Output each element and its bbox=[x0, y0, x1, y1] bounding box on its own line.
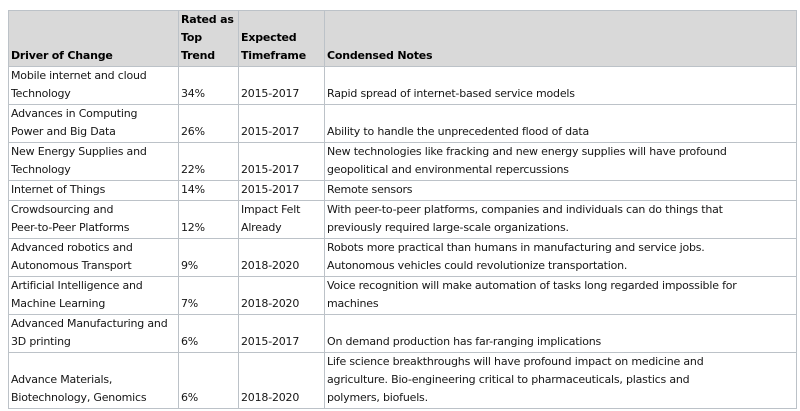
header-row: Driver of Change Rated as Top Trend Expe… bbox=[8, 10, 797, 67]
cell-driver: Advanced Manufacturing and 3D printing bbox=[8, 314, 179, 353]
table-row: New Energy Supplies and Technology 22% 2… bbox=[8, 142, 797, 181]
cell-notes: Life science breakthroughs will have pro… bbox=[324, 352, 797, 409]
cell-timeframe: 2015-2017 bbox=[238, 314, 325, 353]
table-row: Advance Materials, Biotechnology, Genomi… bbox=[8, 352, 797, 409]
table-row: Advanced robotics and Autonomous Transpo… bbox=[8, 238, 797, 277]
column-header-expected-timeframe: Expected Timeframe bbox=[238, 10, 325, 67]
table-row: Advanced Manufacturing and 3D printing 6… bbox=[8, 314, 797, 353]
cell-top-trend: 14% bbox=[178, 180, 239, 201]
cell-notes: Ability to handle the unprecedented floo… bbox=[324, 104, 797, 143]
cell-notes: New technologies like fracking and new e… bbox=[324, 142, 797, 181]
table-row: Mobile internet and cloud Technology 34%… bbox=[8, 66, 797, 105]
cell-top-trend: 26% bbox=[178, 104, 239, 143]
cell-top-trend: 6% bbox=[178, 352, 239, 409]
cell-timeframe: 2015-2017 bbox=[238, 180, 325, 201]
cell-timeframe: 2015-2017 bbox=[238, 66, 325, 105]
drivers-of-change-table: Driver of Change Rated as Top Trend Expe… bbox=[8, 10, 797, 409]
cell-timeframe: 2018-2020 bbox=[238, 352, 325, 409]
cell-driver: Advance Materials, Biotechnology, Genomi… bbox=[8, 352, 179, 409]
cell-timeframe: 2018-2020 bbox=[238, 276, 325, 315]
cell-notes: Voice recognition will make automation o… bbox=[324, 276, 797, 315]
cell-driver: Advances in Computing Power and Big Data bbox=[8, 104, 179, 143]
cell-notes: With peer-to-peer platforms, companies a… bbox=[324, 200, 797, 239]
cell-top-trend: 22% bbox=[178, 142, 239, 181]
table-row: Artificial Intelligence and Machine Lear… bbox=[8, 276, 797, 315]
cell-notes: On demand production has far-ranging imp… bbox=[324, 314, 797, 353]
cell-driver: Internet of Things bbox=[8, 180, 179, 201]
table-row: Internet of Things 14% 2015-2017 Remote … bbox=[8, 180, 797, 201]
cell-top-trend: 12% bbox=[178, 200, 239, 239]
cell-driver: Mobile internet and cloud Technology bbox=[8, 66, 179, 105]
cell-timeframe: 2018-2020 bbox=[238, 238, 325, 277]
table-row: Advances in Computing Power and Big Data… bbox=[8, 104, 797, 143]
cell-driver: Advanced robotics and Autonomous Transpo… bbox=[8, 238, 179, 277]
cell-top-trend: 9% bbox=[178, 238, 239, 277]
cell-notes: Remote sensors bbox=[324, 180, 797, 201]
cell-timeframe: Impact Felt Already bbox=[238, 200, 325, 239]
cell-top-trend: 6% bbox=[178, 314, 239, 353]
column-header-driver-of-change: Driver of Change bbox=[8, 10, 179, 67]
table-row: Crowdsourcing and Peer-to-Peer Platforms… bbox=[8, 200, 797, 239]
cell-notes: Rapid spread of internet-based service m… bbox=[324, 66, 797, 105]
cell-top-trend: 7% bbox=[178, 276, 239, 315]
cell-driver: Artificial Intelligence and Machine Lear… bbox=[8, 276, 179, 315]
cell-timeframe: 2015-2017 bbox=[238, 104, 325, 143]
cell-notes: Robots more practical than humans in man… bbox=[324, 238, 797, 277]
cell-top-trend: 34% bbox=[178, 66, 239, 105]
cell-timeframe: 2015-2017 bbox=[238, 142, 325, 181]
column-header-rated-as-top-trend: Rated as Top Trend bbox=[178, 10, 239, 67]
cell-driver: Crowdsourcing and Peer-to-Peer Platforms bbox=[8, 200, 179, 239]
column-header-condensed-notes: Condensed Notes bbox=[324, 10, 797, 67]
cell-driver: New Energy Supplies and Technology bbox=[8, 142, 179, 181]
